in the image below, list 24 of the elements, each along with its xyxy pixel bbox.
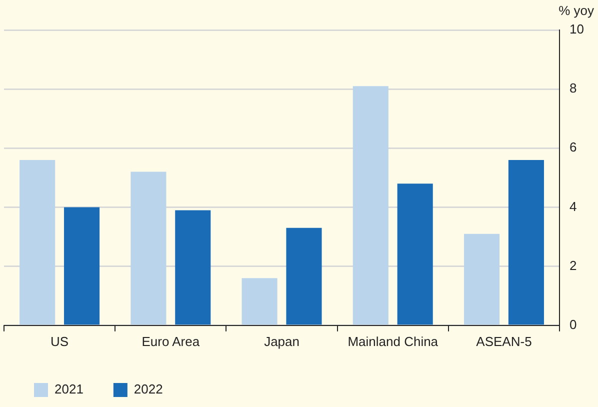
bar [175,210,211,325]
bar [130,172,166,325]
x-tick-label: ASEAN-5 [476,334,532,349]
legend-label: 2021 [54,382,84,397]
y-tick-label: 6 [570,140,577,155]
y-tick-label: 0 [570,316,577,332]
bar [20,160,56,325]
x-tick-label: Euro Area [142,334,200,349]
bar [64,207,100,325]
bar [464,234,500,325]
y-tick-label: 8 [570,80,577,96]
y-tick-label: 4 [570,198,577,214]
bar [508,160,544,325]
legend-label: 2022 [134,382,163,397]
y-axis-title: % yoy [558,3,594,18]
x-tick-label: US [50,334,69,349]
bar [397,184,433,325]
x-tick-label: Mainland China [348,334,439,349]
bar [352,86,388,325]
y-tick-label: 10 [570,22,584,37]
bar [242,278,278,325]
y-tick-label: 2 [570,258,577,273]
bar [286,228,322,325]
x-tick-label: Japan [264,334,300,349]
